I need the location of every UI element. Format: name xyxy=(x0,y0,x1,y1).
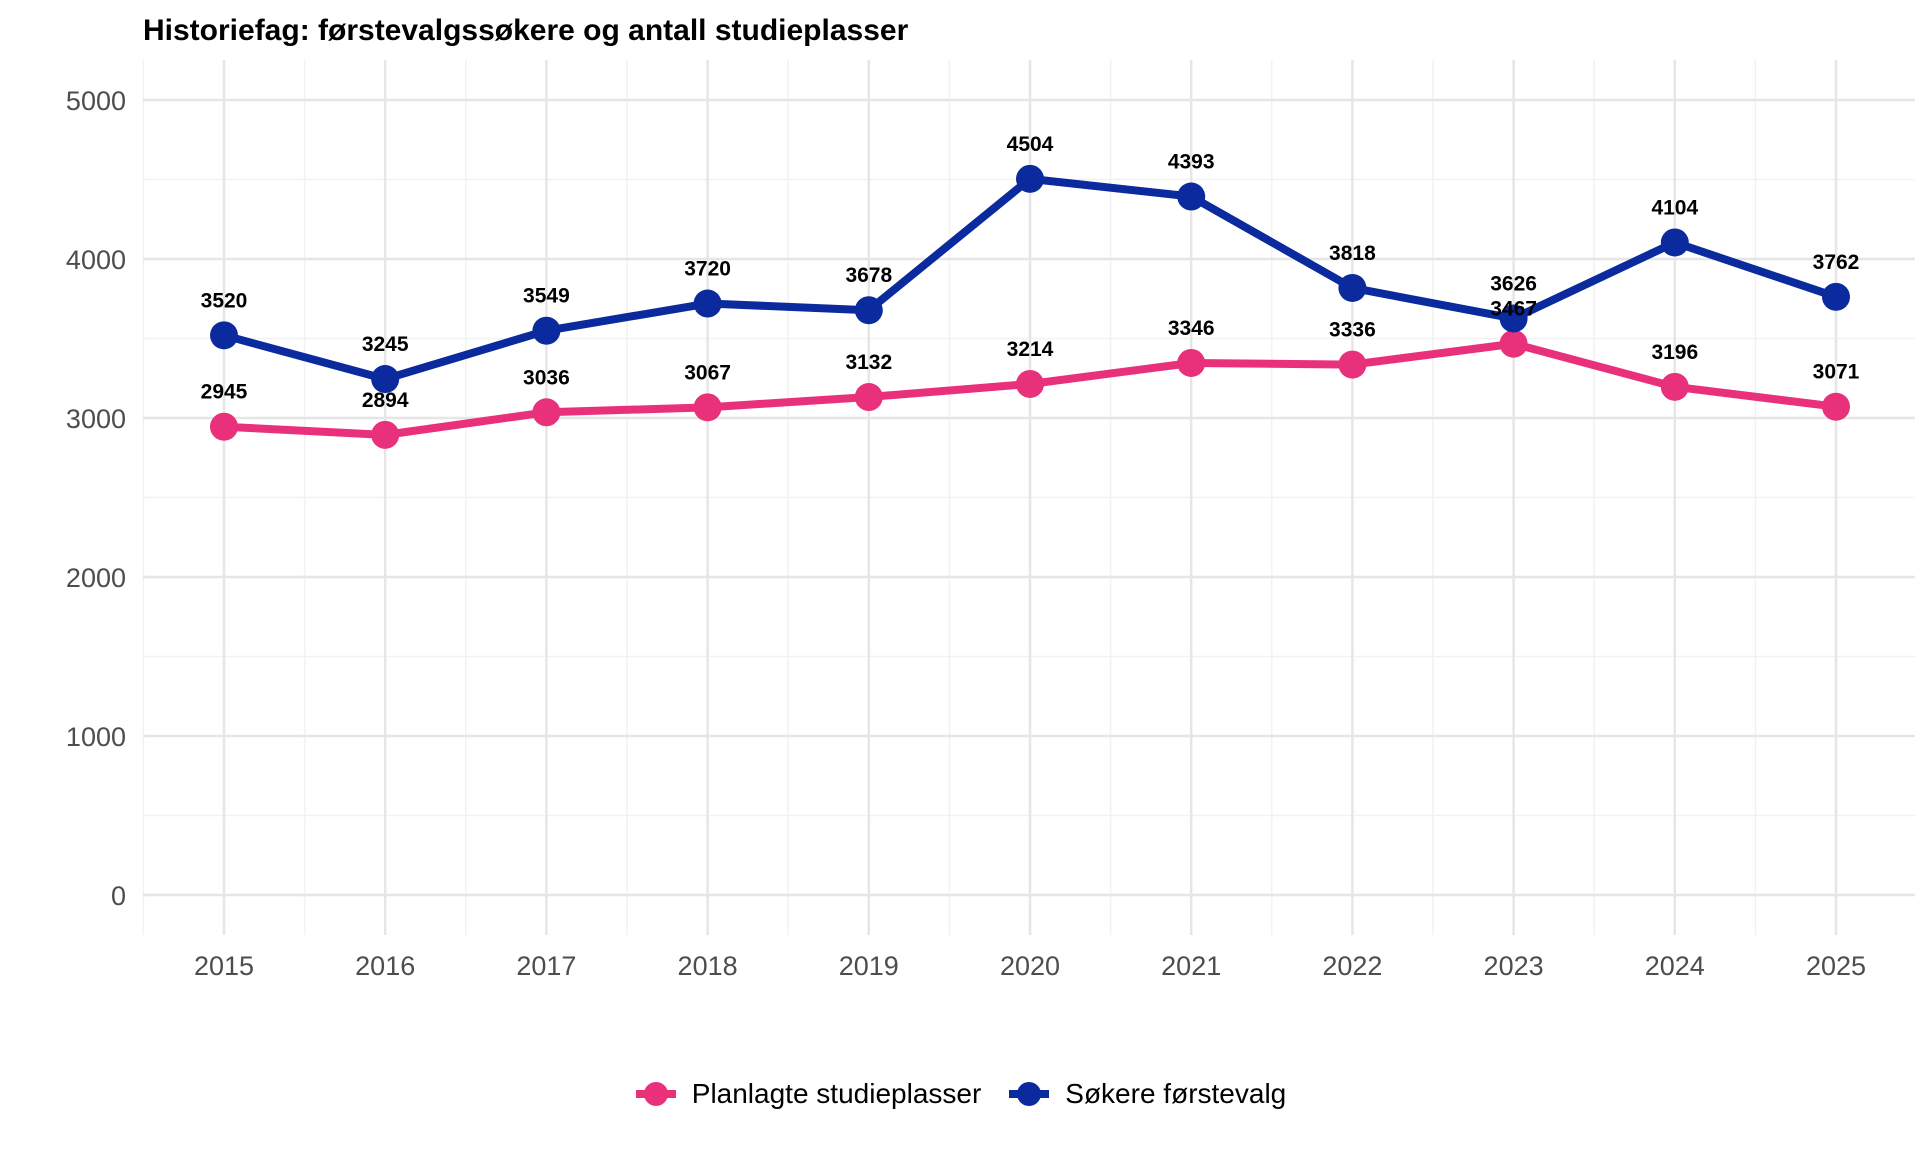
data-point[interactable] xyxy=(1338,273,1367,302)
data-label: 3346 xyxy=(1168,317,1215,340)
data-point[interactable] xyxy=(693,289,722,318)
x-tick-label: 2016 xyxy=(355,951,415,981)
data-point[interactable] xyxy=(854,296,883,325)
x-tick-label: 2021 xyxy=(1161,951,1221,981)
legend-label-sokere: Søkere førstevalg xyxy=(1065,1078,1287,1109)
y-tick-label: 3000 xyxy=(66,404,126,434)
legend-key-pink xyxy=(635,1082,676,1106)
legend-item-sokere[interactable]: Søkere førstevalg xyxy=(1007,1078,1286,1110)
x-tick-label: 2023 xyxy=(1484,951,1544,981)
data-point[interactable] xyxy=(1499,329,1528,358)
data-point[interactable] xyxy=(1016,164,1044,193)
x-tick-label: 2015 xyxy=(194,951,254,981)
legend-key-marker xyxy=(643,1082,668,1106)
x-tick-label: 2019 xyxy=(839,951,899,981)
data-point[interactable] xyxy=(532,316,561,345)
data-point[interactable] xyxy=(210,412,238,441)
legend-label-planlagte: Planlagte studieplasser xyxy=(691,1078,982,1109)
data-label: 3196 xyxy=(1651,341,1698,364)
chart-title: Historiefag: førstevalgssøkere og antall… xyxy=(143,14,909,47)
data-label: 3818 xyxy=(1329,242,1376,265)
data-point[interactable] xyxy=(1499,304,1528,333)
data-label: 3336 xyxy=(1329,319,1376,342)
data-label: 3214 xyxy=(1007,338,1054,361)
data-label: 3132 xyxy=(845,351,892,374)
data-point[interactable] xyxy=(1177,348,1206,377)
y-tick-label: 5000 xyxy=(66,86,126,116)
data-point[interactable] xyxy=(1660,372,1689,401)
data-label: 3467 xyxy=(1490,298,1537,321)
data-label: 3720 xyxy=(684,258,731,281)
x-tick-label: 2022 xyxy=(1322,951,1382,981)
data-point[interactable] xyxy=(210,321,238,350)
legend-key-marker xyxy=(1017,1082,1042,1106)
data-label: 3626 xyxy=(1490,272,1537,295)
data-label: 2894 xyxy=(362,389,409,412)
data-label: 3520 xyxy=(201,289,248,312)
y-tick-label: 1000 xyxy=(66,722,126,752)
data-label: 3067 xyxy=(684,361,731,384)
data-label: 4393 xyxy=(1168,151,1215,174)
x-tick-label: 2025 xyxy=(1806,951,1866,981)
data-labels: 2945 2894 3036 3067 3132 3214 3346 3336 3467 3196… xyxy=(201,133,1860,412)
x-tick-label: 2017 xyxy=(516,951,576,981)
data-point[interactable] xyxy=(532,398,561,427)
data-point[interactable] xyxy=(854,383,883,412)
x-tick-label: 2024 xyxy=(1645,951,1705,981)
x-tick-label: 2018 xyxy=(678,951,738,981)
y-tick-label: 4000 xyxy=(66,245,126,275)
x-tick-label: 2020 xyxy=(1000,951,1060,981)
data-label: 3678 xyxy=(845,264,892,287)
data-label: 3245 xyxy=(362,333,409,356)
y-tick-label: 2000 xyxy=(66,563,126,593)
legend-key-blue xyxy=(1009,1082,1050,1106)
data-point[interactable] xyxy=(693,393,722,422)
legend: Planlagte studieplasser Søkere førsteval… xyxy=(0,1078,1920,1110)
data-label: 4104 xyxy=(1651,196,1698,219)
series-lines xyxy=(210,164,1850,449)
data-point[interactable] xyxy=(371,420,400,449)
data-label: 3549 xyxy=(523,285,570,308)
x-axis-tick-labels: 2015 2016 2017 2018 2019 2020 2021 2022 2023 2024… xyxy=(194,951,1866,981)
data-label: 3036 xyxy=(523,366,570,389)
data-point[interactable] xyxy=(1822,282,1850,311)
data-point[interactable] xyxy=(1016,369,1044,398)
data-point[interactable] xyxy=(1822,392,1850,421)
data-label: 4504 xyxy=(1007,133,1054,156)
data-point[interactable] xyxy=(1338,350,1367,379)
data-point[interactable] xyxy=(1177,182,1206,211)
data-point[interactable] xyxy=(1660,228,1689,257)
data-point[interactable] xyxy=(371,365,400,394)
data-label: 2945 xyxy=(201,381,248,404)
y-axis-tick-labels: 0 1000 2000 3000 4000 5000 xyxy=(66,86,126,911)
legend-item-planlagte[interactable]: Planlagte studieplasser xyxy=(634,1078,982,1110)
grid-lines xyxy=(142,60,1915,935)
data-label: 3762 xyxy=(1813,251,1860,274)
data-label: 3071 xyxy=(1813,361,1860,384)
y-tick-label: 0 xyxy=(111,881,126,911)
